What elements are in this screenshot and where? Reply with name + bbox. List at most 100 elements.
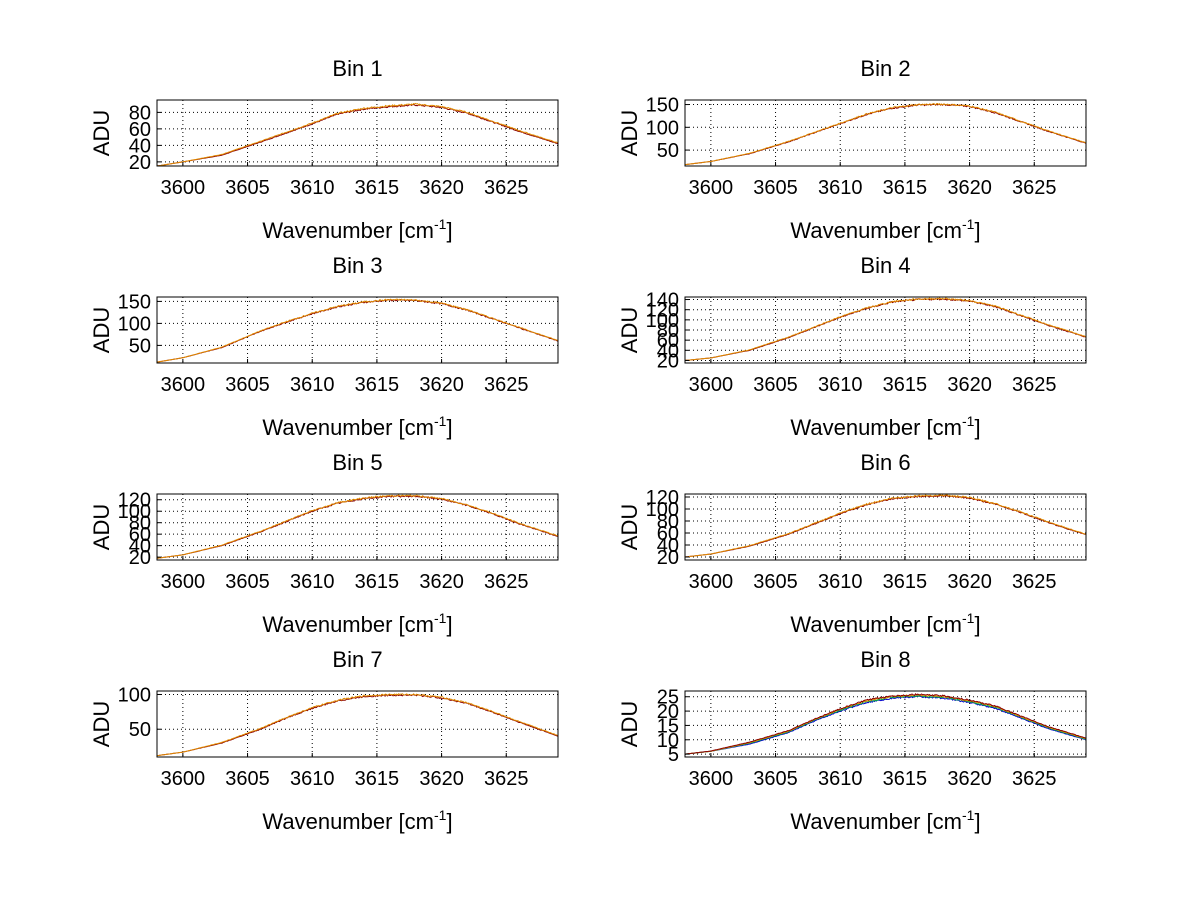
x-tick-label: 3600: [161, 177, 206, 199]
x-tick-label: 3615: [355, 177, 400, 199]
series-line-1: [157, 693, 558, 757]
y-tick-label: 20: [129, 152, 151, 174]
y-tick-label: 40: [129, 135, 151, 157]
x-tick-label: 3605: [225, 374, 270, 396]
series-line-2: [685, 494, 1086, 558]
y-tick-label: 15: [657, 715, 679, 737]
x-tick-label: 3610: [290, 768, 335, 790]
x-tick-label: 3625: [484, 571, 529, 593]
y-tick-label: 80: [657, 320, 679, 342]
y-axis-label: ADU: [89, 307, 114, 353]
x-tick-label: 3605: [225, 177, 270, 199]
subplot-4: 3600 3605 3610 3615 3620 3625 2040608010012014…: [617, 253, 1087, 440]
x-axis-label: Wavenumber [cm-1]: [262, 807, 452, 834]
series-line-1: [157, 298, 558, 363]
y-tick-label: 60: [129, 524, 151, 546]
y-tick-label: 20: [129, 547, 151, 569]
subplot-title: Bin 5: [332, 450, 382, 475]
subplot-title: Bin 4: [860, 253, 910, 278]
series-line-2: [685, 297, 1086, 361]
x-tick-label: 3610: [818, 571, 863, 593]
x-tick-label: 3620: [419, 177, 464, 199]
y-tick-label: 20: [657, 547, 679, 569]
x-tick-label: 3620: [419, 571, 464, 593]
y-tick-label: 120: [646, 300, 679, 322]
x-tick-label: 3605: [225, 571, 270, 593]
axes-frame: [684, 99, 1087, 167]
x-tick-label: 3610: [290, 571, 335, 593]
x-tick-label: 3620: [947, 571, 992, 593]
y-tick-label: 150: [646, 95, 679, 117]
series-line-4: [685, 692, 1086, 755]
x-tick-label: 3610: [818, 177, 863, 199]
x-tick-label: 3615: [883, 374, 928, 396]
y-tick-label: 100: [646, 310, 679, 332]
series-line-2: [685, 102, 1086, 166]
x-tick-label: 3615: [883, 571, 928, 593]
subplot-7: 3600 3605 3610 3615 3620 3625 50 100 Bin 7 Wavenu…: [89, 647, 559, 834]
x-axis-label: Wavenumber [cm-1]: [262, 413, 452, 440]
axes-frame: [684, 690, 1087, 758]
x-tick-label: 3610: [290, 177, 335, 199]
y-tick-label: 140: [646, 290, 679, 312]
x-tick-label: 3605: [753, 768, 798, 790]
x-tick-label: 3625: [1012, 571, 1057, 593]
series-line-1: [685, 494, 1086, 558]
x-tick-label: 3615: [355, 374, 400, 396]
y-tick-label: 80: [129, 102, 151, 124]
x-tick-label: 3625: [1012, 177, 1057, 199]
x-tick-label: 3610: [818, 374, 863, 396]
axes-frame: [156, 99, 559, 167]
y-axis-label: ADU: [617, 110, 642, 156]
x-tick-label: 3600: [689, 177, 734, 199]
x-axis-label: Wavenumber [cm-1]: [790, 413, 980, 440]
x-tick-label: 3600: [161, 571, 206, 593]
x-axis-label: Wavenumber [cm-1]: [262, 610, 452, 637]
series-line-1: [157, 494, 558, 559]
axes-frame: [156, 493, 559, 561]
series-line-2: [157, 693, 558, 757]
subplot-title: Bin 7: [332, 647, 382, 672]
axes-frame: [684, 493, 1087, 561]
x-tick-label: 3625: [1012, 768, 1057, 790]
series-line-2: [157, 298, 558, 363]
y-tick-label: 40: [657, 535, 679, 557]
y-tick-label: 40: [657, 340, 679, 362]
x-tick-label: 3620: [947, 768, 992, 790]
series-line-2: [157, 102, 558, 166]
y-tick-label: 50: [129, 335, 151, 357]
x-tick-label: 3605: [753, 177, 798, 199]
x-tick-label: 3625: [484, 374, 529, 396]
x-tick-label: 3625: [484, 177, 529, 199]
y-tick-label: 60: [657, 330, 679, 352]
subplot-title: Bin 2: [860, 56, 910, 81]
axes-frame: [156, 690, 559, 758]
x-axis-label: Wavenumber [cm-1]: [790, 610, 980, 637]
x-tick-label: 3610: [290, 374, 335, 396]
x-tick-label: 3605: [225, 768, 270, 790]
series-line-1: [685, 103, 1086, 166]
y-tick-label: 100: [646, 499, 679, 521]
y-tick-label: 100: [118, 313, 151, 335]
y-tick-label: 100: [118, 501, 151, 523]
x-tick-label: 3600: [689, 768, 734, 790]
x-tick-label: 3620: [947, 374, 992, 396]
x-tick-label: 3605: [753, 374, 798, 396]
series-line-2: [157, 494, 558, 559]
y-tick-label: 20: [657, 701, 679, 723]
x-axis-label: Wavenumber [cm-1]: [790, 216, 980, 243]
x-tick-label: 3600: [689, 571, 734, 593]
y-tick-label: 80: [657, 511, 679, 533]
x-axis-label: Wavenumber [cm-1]: [790, 807, 980, 834]
y-tick-label: 10: [657, 730, 679, 752]
subplot-title: Bin 1: [332, 56, 382, 81]
subplot-title: Bin 3: [332, 253, 382, 278]
y-axis-label: ADU: [617, 701, 642, 747]
y-tick-label: 25: [657, 687, 679, 709]
y-tick-label: 60: [129, 119, 151, 141]
